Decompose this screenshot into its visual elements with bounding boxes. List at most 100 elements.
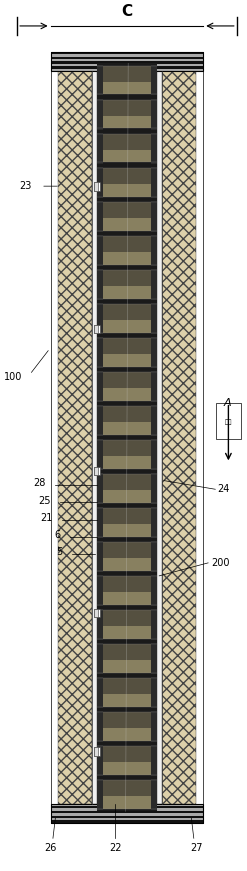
Bar [151, 337, 157, 368]
Bar [97, 507, 103, 537]
Bar [151, 643, 157, 673]
Bar [97, 405, 103, 436]
Text: 100: 100 [3, 372, 22, 381]
Bar [97, 199, 157, 233]
Text: 200: 200 [212, 557, 230, 568]
Bar [151, 201, 157, 232]
Text: 6: 6 [54, 530, 60, 540]
Bar [103, 168, 151, 184]
Bar [97, 439, 103, 469]
Bar [151, 507, 157, 537]
Bar [51, 820, 203, 823]
Bar [103, 780, 151, 796]
Bar [97, 99, 103, 130]
Bar [151, 64, 157, 96]
Bar [94, 747, 98, 756]
Bar [103, 150, 151, 163]
Bar [97, 539, 157, 573]
Bar [103, 406, 151, 422]
Bar [94, 325, 100, 333]
Bar [51, 52, 203, 71]
Bar [97, 337, 103, 368]
Bar [58, 71, 92, 804]
Bar [97, 471, 157, 505]
Bar [97, 403, 157, 437]
Bar [151, 541, 157, 571]
Bar [103, 576, 151, 592]
Bar [151, 439, 157, 469]
Text: 前向: 前向 [225, 419, 232, 424]
Bar [94, 609, 100, 618]
Bar [97, 235, 103, 266]
Bar [157, 71, 162, 804]
Bar [97, 779, 103, 810]
Bar [103, 116, 151, 129]
Bar [97, 233, 157, 267]
Bar [103, 728, 151, 740]
Bar [103, 610, 151, 626]
Bar [97, 607, 157, 641]
Bar [94, 609, 98, 618]
Bar [103, 660, 151, 672]
Bar [97, 541, 103, 571]
Bar [97, 641, 157, 675]
Text: 27: 27 [190, 843, 203, 854]
Bar [162, 71, 196, 804]
Bar [94, 467, 98, 476]
Bar [97, 743, 157, 778]
Bar [94, 325, 98, 333]
Bar [51, 814, 203, 815]
Bar [97, 675, 157, 709]
Bar [103, 372, 151, 388]
Bar [97, 711, 103, 742]
Bar [94, 182, 98, 191]
Bar [97, 64, 103, 96]
Bar [151, 745, 157, 776]
Bar [151, 609, 157, 639]
Bar [51, 57, 203, 59]
Bar [97, 167, 103, 198]
Bar [97, 133, 103, 164]
Bar [97, 709, 157, 743]
Text: 24: 24 [218, 484, 230, 494]
Bar [103, 456, 151, 469]
Bar [51, 59, 203, 62]
Bar [94, 747, 100, 756]
Bar [151, 371, 157, 402]
Bar [97, 473, 103, 503]
Bar [103, 440, 151, 456]
FancyBboxPatch shape [216, 402, 241, 439]
Bar [97, 573, 157, 607]
Bar [103, 134, 151, 150]
Bar [51, 818, 203, 820]
Bar [103, 592, 151, 604]
Bar [151, 269, 157, 300]
Bar [151, 99, 157, 130]
Text: 26: 26 [44, 843, 57, 854]
Bar [151, 779, 157, 810]
Bar [103, 762, 151, 774]
Bar [103, 524, 151, 537]
Bar [103, 236, 151, 252]
Bar [103, 796, 151, 808]
Bar [103, 338, 151, 354]
Bar [103, 644, 151, 660]
Bar [51, 66, 203, 69]
Text: C: C [121, 4, 132, 19]
Bar [51, 804, 203, 823]
Bar [51, 804, 203, 806]
Bar [97, 745, 103, 776]
Bar [94, 467, 100, 476]
Bar [103, 218, 151, 231]
Bar [97, 609, 103, 639]
Bar [97, 335, 157, 369]
Bar [103, 252, 151, 265]
Bar [103, 490, 151, 503]
Bar [103, 558, 151, 571]
Bar [97, 643, 103, 673]
Bar [151, 167, 157, 198]
Bar [51, 808, 203, 811]
Bar [103, 388, 151, 401]
Bar [51, 54, 203, 57]
Bar [51, 52, 203, 54]
